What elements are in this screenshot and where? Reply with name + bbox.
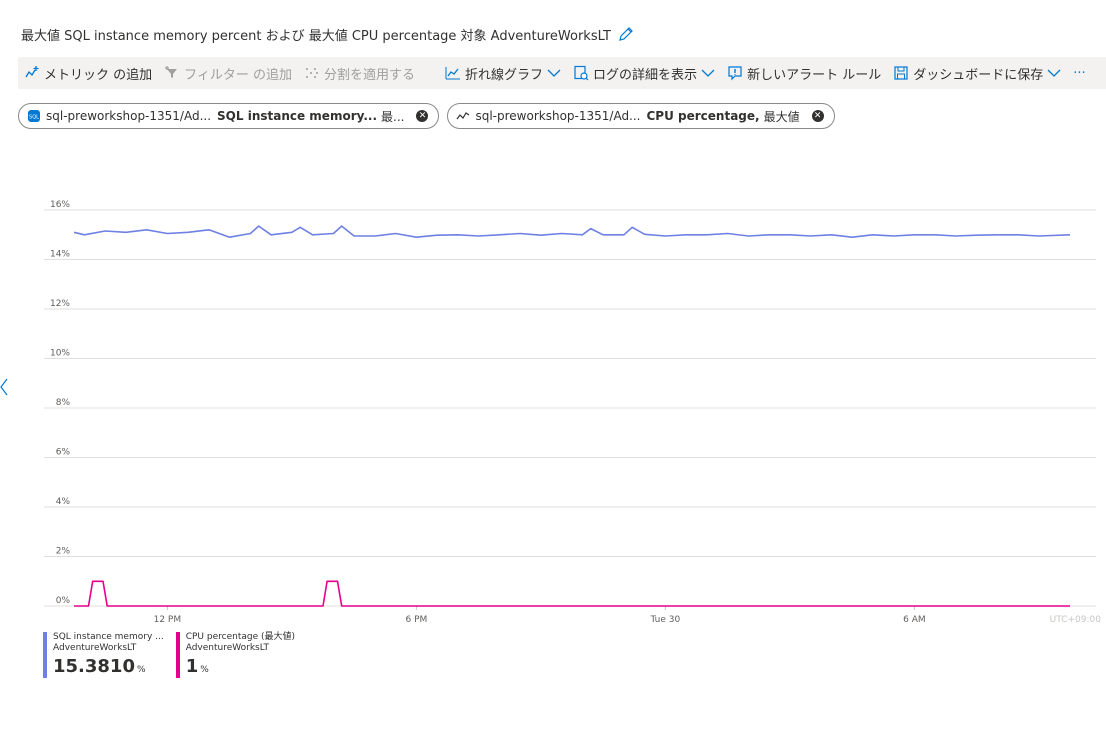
filter-icon — [164, 65, 180, 81]
legend-item-cpu[interactable]: CPU percentage (最大値) AdventureWorksLT 1% — [175, 632, 295, 681]
save-to-dashboard-label: ダッシュボードに保存 — [913, 67, 1044, 83]
legend-value: 1% — [186, 656, 295, 681]
legend-value-unit: % — [200, 665, 209, 675]
y-tick-label: 8% — [56, 398, 71, 408]
remove-metric-close-icon[interactable]: ✕ — [416, 110, 429, 122]
y-tick-label: 0% — [56, 596, 71, 606]
legend-resource-name: AdventureWorksLT — [185, 643, 270, 653]
pill-metric-name: CPU percentage, — [646, 109, 760, 123]
pill-resource-name: sql-preworkshop-1351/Ad... — [46, 109, 212, 123]
legend-value: 15.3810% — [53, 656, 164, 681]
pill-resource-name: sql-preworkshop-1351/Ad... — [475, 109, 641, 123]
save-to-dashboard-dropdown[interactable]: ダッシュボードに保存 — [887, 57, 1067, 89]
chevron-down-icon — [701, 68, 715, 78]
new-alert-rule-label: 新しいアラート ルール — [747, 67, 882, 83]
legend-metric-name: SQL instance memory ... — [53, 632, 164, 642]
logs-icon — [573, 65, 589, 81]
apply-splitting-button[interactable]: 分割を適用する — [298, 57, 421, 89]
view-logs-dropdown[interactable]: ログの詳細を表示 — [567, 57, 721, 89]
x-tick-label: 6 PM — [405, 615, 427, 625]
metrics-toolbar: メトリック の追加 フィルター の追加 分割を適用する 折れ線グラフ ログの詳細… — [18, 57, 1106, 89]
metric-pills: SQL sql-preworkshop-1351/Ad... SQL insta… — [18, 103, 835, 129]
apply-splitting-label: 分割を適用する — [324, 67, 416, 83]
chevron-down-icon — [1047, 68, 1061, 78]
series-line-memory[interactable] — [73, 225, 1071, 238]
add-filter-label: フィルター の追加 — [184, 67, 293, 83]
chart-type-dropdown[interactable]: 折れ線グラフ — [439, 57, 567, 89]
y-tick-label: 4% — [56, 497, 71, 507]
more-options-button[interactable]: ··· — [1067, 57, 1091, 89]
legend-resource-name: AdventureWorksLT — [53, 643, 137, 653]
y-tick-label: 2% — [56, 547, 71, 557]
y-tick-label: 16% — [50, 200, 70, 210]
add-metric-icon — [24, 65, 40, 81]
remove-metric-close-icon[interactable]: ✕ — [811, 110, 824, 122]
add-filter-button[interactable]: フィルター の追加 — [158, 57, 298, 89]
more-options-icon: ··· — [1073, 65, 1086, 81]
metric-line-icon — [456, 109, 470, 123]
x-tick-label: Tue 30 — [650, 615, 681, 625]
sql-database-icon: SQL — [27, 109, 41, 123]
edit-title-pencil-icon[interactable] — [617, 25, 635, 43]
legend-value-number: 1 — [185, 656, 199, 677]
chevron-down-icon — [547, 68, 561, 78]
metric-pill-memory[interactable]: SQL sql-preworkshop-1351/Ad... SQL insta… — [18, 103, 440, 129]
split-icon — [304, 65, 320, 81]
pill-metric-name: SQL instance memory... — [217, 109, 378, 123]
legend-color-swatch — [175, 632, 180, 678]
chart-title: 最大値 SQL instance memory percent および 最大値 … — [21, 28, 611, 44]
y-tick-label: 10% — [50, 349, 70, 359]
x-tick-label: 12 PM — [154, 615, 182, 625]
line-chart-icon — [445, 65, 461, 81]
chart-title-row: 最大値 SQL instance memory percent および 最大値 … — [21, 22, 635, 46]
alert-icon — [727, 65, 743, 81]
chart-type-label: 折れ線グラフ — [465, 67, 544, 83]
y-tick-label: 12% — [50, 299, 70, 309]
legend-value-unit: % — [136, 665, 146, 675]
x-tick-label: 6 AM — [903, 615, 926, 625]
legend-metric-name: CPU percentage (最大値) — [185, 632, 295, 642]
add-metric-label: メトリック の追加 — [44, 67, 153, 83]
legend-value-number: 15.3810 — [53, 656, 135, 677]
save-icon — [893, 65, 909, 81]
y-tick-label: 14% — [50, 250, 70, 260]
legend-color-swatch — [43, 632, 47, 678]
add-metric-button[interactable]: メトリック の追加 — [18, 57, 158, 89]
metrics-line-chart[interactable]: 16% 14% 12% 10% 8% 6% 4% 2% 0% 12 PM 6 PM Tue 30 6 … — [0, 0, 1106, 630]
metric-pill-cpu[interactable]: sql-preworkshop-1351/Ad... CPU percentag… — [447, 103, 835, 129]
svg-text:SQL: SQL — [29, 115, 39, 121]
view-logs-label: ログの詳細を表示 — [593, 67, 698, 83]
series-line-cpu[interactable] — [74, 580, 1070, 607]
y-tick-label: 6% — [56, 448, 71, 458]
pill-aggregation: 最大値 — [763, 109, 800, 124]
chart-legend: SQL instance memory ... AdventureWorksLT… — [43, 632, 295, 681]
chevron-left-icon[interactable] — [0, 378, 8, 396]
new-alert-rule-button[interactable]: 新しいアラート ルール — [721, 57, 887, 89]
timezone-label: UTC+09:00 — [1050, 615, 1102, 625]
legend-item-memory[interactable]: SQL instance memory ... AdventureWorksLT… — [43, 632, 164, 681]
pill-aggregation: 最... — [381, 109, 405, 124]
